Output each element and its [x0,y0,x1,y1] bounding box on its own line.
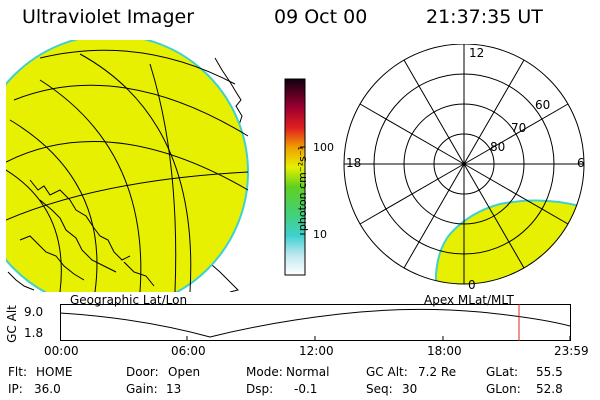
info-value: HOME [36,365,73,379]
info-value: 55.5 [536,365,563,379]
mlt-line [403,59,465,165]
info-key: GLat: [486,365,519,379]
lat-line [6,169,62,292]
coastline [39,199,117,273]
apex-panel-label: Apex MLat/MLT [424,293,514,307]
info-key: Flt: [8,365,27,379]
x-tick: 06:00 [171,344,206,358]
geo-panel-label: Geographic Lat/Lon [70,293,188,307]
coastline [7,271,35,291]
lat-label-70: 70 [511,121,527,135]
lat-line [6,141,249,191]
y-tick-top: 9.0 [24,305,44,319]
x-tick: 18:00 [427,344,462,358]
mlt-line [463,163,569,225]
gc-alt-axis-label: GC Alt [4,305,19,343]
polar-plot [343,44,585,285]
mlt-line [359,103,465,165]
info-value: Open [168,365,201,379]
info-key: IP: [8,382,23,396]
info-value: Normal [286,365,330,379]
info-key: Door: [126,365,159,379]
lat-label-60: 60 [535,98,551,112]
lat-line [79,53,192,292]
instrument-title: Ultraviolet Imager [22,6,195,28]
mlt-line [463,59,525,165]
coastline [123,261,155,287]
colorbar-tick: 100 [313,141,334,154]
coastline [29,179,131,261]
x-tick: 12:00 [299,344,334,358]
coastline [19,235,85,281]
x-tick: 00:00 [44,344,79,358]
mlt-label-6: 6 [577,156,585,170]
info-value: -0.1 [294,382,318,396]
mlt-line [403,163,465,269]
info-key: Gain: [126,382,158,396]
x-tick: 23:59 [554,344,589,358]
mlt-label-0: 0 [468,278,476,292]
lat-label-80: 80 [490,140,506,154]
info-value: 30 [402,382,418,396]
info-value: 36.0 [34,382,61,396]
mlt-line [359,163,465,225]
mlt-label-18: 18 [346,156,362,170]
info-key: Mode: [246,365,283,379]
lat-line [39,79,142,292]
lon-line [149,63,177,292]
geographic-map [6,40,249,292]
colorbar-unit: photon cm⁻²s⁻¹ [296,145,310,232]
altitude-timeseries [60,304,571,341]
altitude-curve [60,308,571,338]
colorbar-tick: 10 [313,228,327,241]
info-value: 7.2 Re [418,365,457,379]
y-tick-bottom: 1.8 [24,326,44,340]
lat-line [39,49,236,85]
coastline [211,264,239,292]
info-key: Seq: [366,382,393,396]
info-value: 13 [166,382,182,396]
auroral-oval [434,199,582,284]
earth-disk [6,40,249,292]
colorbar [284,78,306,276]
lat-line [9,119,98,292]
time-label: 21:37:35 UT [426,6,543,28]
lat-line [13,84,249,137]
mlt-label-12: 12 [469,46,485,60]
info-key: Dsp: [246,382,274,396]
lat-line [6,171,249,221]
date-label: 09 Oct 00 [274,6,368,28]
info-key: GLon: [486,382,521,396]
info-key: GC Alt: [366,365,408,379]
info-value: 52.8 [536,382,563,396]
mlt-line [463,163,525,269]
mlt-line [463,103,569,165]
